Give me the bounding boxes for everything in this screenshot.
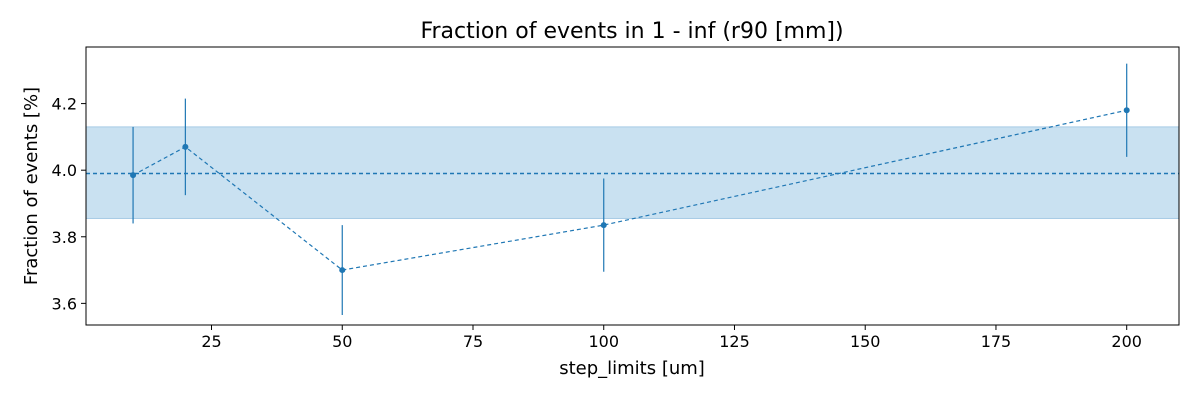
y-axis-label: Fraction of events [%]	[21, 87, 42, 285]
x-tick-label: 125	[719, 332, 750, 351]
x-tick-label: 200	[1111, 332, 1142, 351]
y-tick-label: 4.2	[52, 95, 77, 114]
chart-title: Fraction of events in 1 - inf (r90 [mm])	[420, 19, 843, 44]
y-tick-label: 3.6	[52, 294, 77, 313]
reference-band-layer	[85, 126, 1180, 219]
x-tick-label: 100	[588, 332, 619, 351]
x-tick-label: 150	[850, 332, 881, 351]
reference-band	[85, 126, 1180, 219]
series-line	[132, 109, 1127, 271]
y-tick-label: 4.0	[52, 161, 77, 180]
x-axis-label: step_limits [um]	[559, 358, 705, 379]
data-point	[339, 267, 346, 274]
y-axis: 3.6 3.8 4.0 4.2	[52, 95, 86, 313]
x-tick-label: 25	[201, 332, 221, 351]
data-point	[1123, 107, 1130, 114]
plot-area	[85, 46, 1180, 326]
data-point	[130, 172, 137, 179]
x-tick-label: 175	[981, 332, 1012, 351]
x-tick-label: 75	[463, 332, 483, 351]
x-tick-label: 50	[332, 332, 352, 351]
data-point	[182, 143, 189, 150]
data-point	[600, 222, 607, 229]
series-layer	[130, 63, 1130, 316]
x-axis: 25 50 75 100 125 150 175 200	[201, 325, 1142, 351]
y-tick-label: 3.8	[52, 228, 77, 247]
plot-frame	[85, 46, 1180, 326]
